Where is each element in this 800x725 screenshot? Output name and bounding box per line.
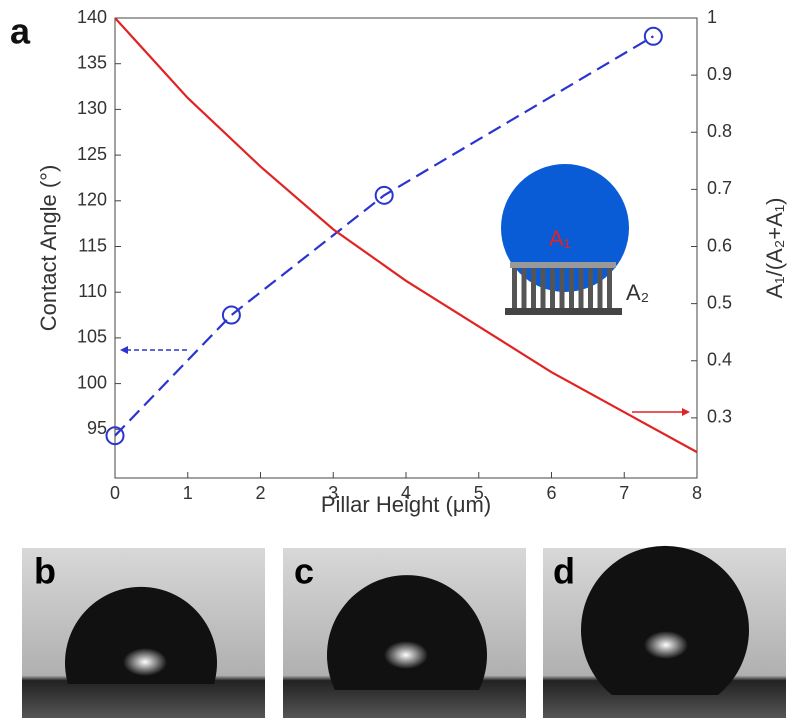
y-tick-label: 130 [77,98,107,118]
x-tick-label: 3 [328,483,338,503]
y-tick-label: 140 [77,7,107,27]
x-tick-label: 4 [401,483,411,503]
x-tick-label: 0 [110,483,120,503]
y2-tick-label: 0.9 [707,64,732,84]
y-tick-label: 95 [87,418,107,438]
y-tick-label: 135 [77,52,107,72]
y-tick-label: 120 [77,190,107,210]
x-tick-label: 1 [183,483,193,503]
data-point [221,305,241,325]
x-tick-label: 2 [255,483,265,503]
photo-d [543,545,786,718]
y-tick-label: 110 [78,281,107,301]
x-tick-label: 7 [619,483,629,503]
panel-label: b [34,551,56,592]
y-tick-label: 100 [77,372,107,392]
inset [501,164,629,315]
x-tick-label: 6 [546,483,556,503]
data-point [105,426,125,446]
series-line [114,35,654,437]
x-tick-label: 8 [692,483,702,503]
panel-label: d [553,551,575,592]
y2-tick-label: 0.3 [707,407,732,427]
photo-c [283,548,526,718]
x-axis-label: Pillar Height (μm) [321,492,491,517]
inset-label: A₁ [549,226,571,251]
y2-tick-label: 0.7 [707,178,732,198]
y2-tick-label: 0.5 [707,292,732,312]
axis-arrow [120,346,690,416]
y-tick-label: 115 [78,235,107,255]
data-point [374,185,394,205]
y-tick-label: 105 [77,327,107,347]
y-axis-label: Contact Angle (°) [36,165,61,332]
y2-tick-label: 0.8 [707,121,732,141]
data-point [643,26,663,46]
y2-tick-label: 0.6 [707,235,732,255]
y2-tick-label: 1 [707,7,717,27]
x-tick-label: 5 [474,483,484,503]
y2-tick-label: 0.4 [707,350,732,370]
series-line [114,17,698,454]
inset-label: A₂ [626,280,649,305]
panel-label: c [294,551,314,592]
photo-b [22,548,265,718]
panel-label: a [10,11,31,52]
y2-axis-label: A₁/(A₂+A₁) [762,197,787,298]
y-tick-label: 125 [77,144,107,164]
